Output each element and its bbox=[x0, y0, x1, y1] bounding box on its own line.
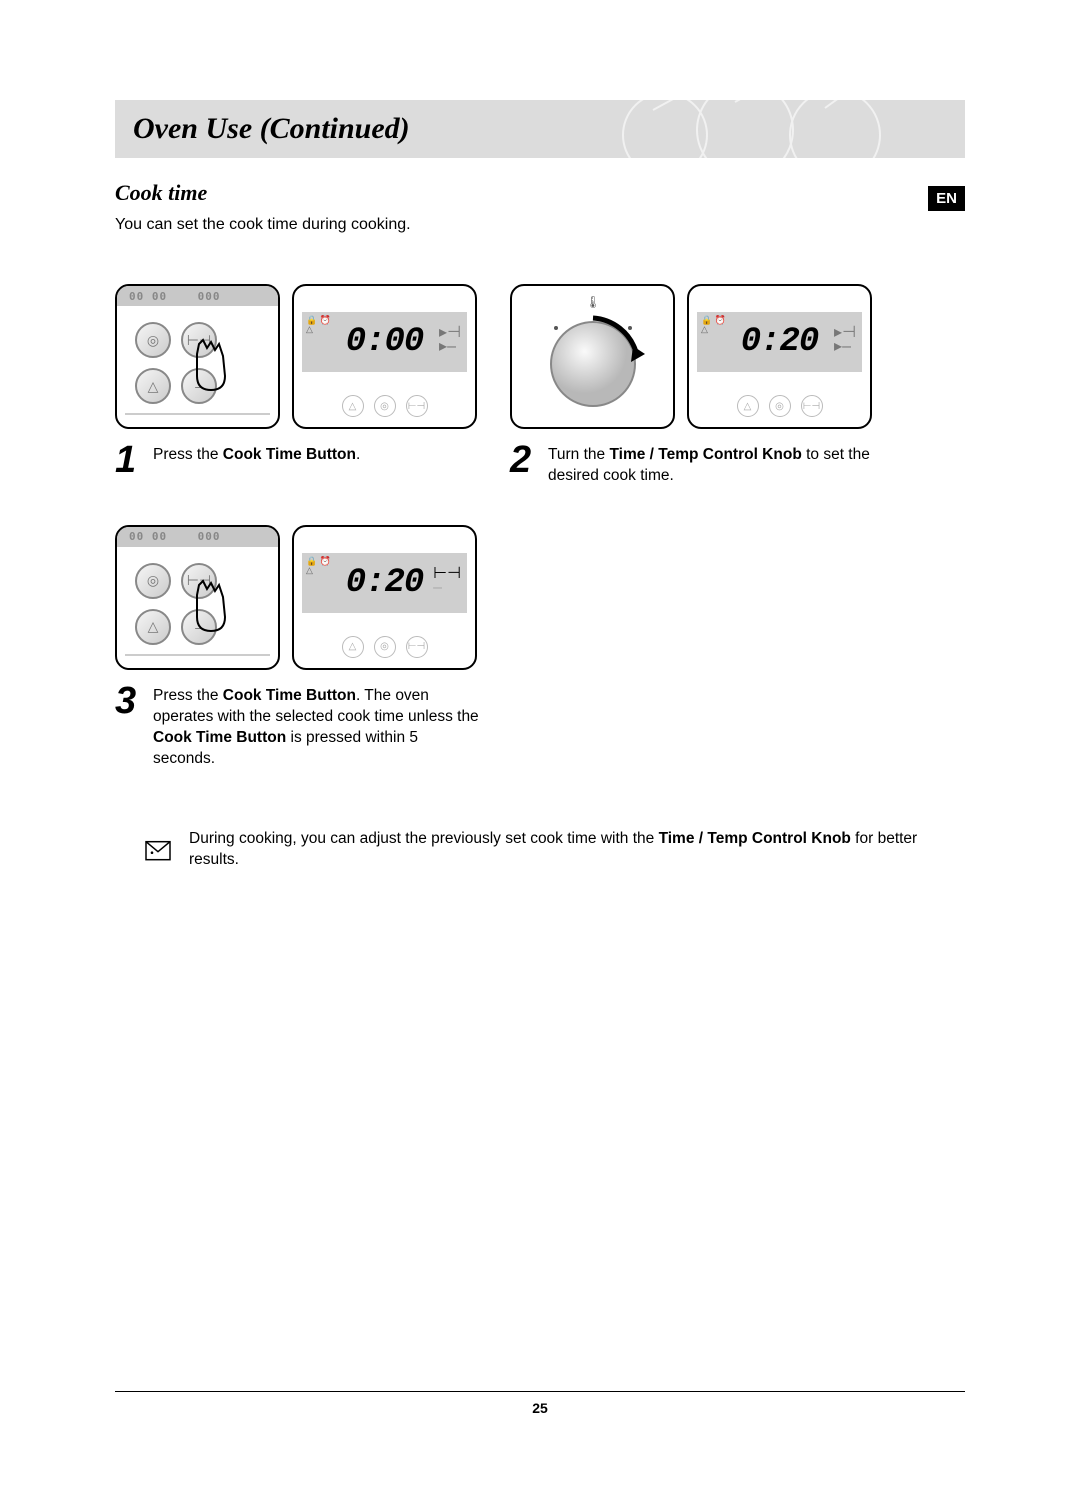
step-number: 3 bbox=[115, 684, 145, 770]
note-block: During cooking, you can adjust the previ… bbox=[115, 828, 965, 871]
mini-btn-icon: ◎ bbox=[374, 636, 396, 658]
step-1-display-value: 0:00 bbox=[346, 323, 424, 361]
section-subtitle: Cook time bbox=[115, 180, 965, 206]
step-1: 00 00 000 ◎ ⊢⊣ △ – bbox=[115, 284, 480, 487]
language-badge: EN bbox=[928, 186, 965, 211]
note-icon bbox=[145, 830, 171, 871]
step-3-display-value: 0:20 bbox=[346, 564, 424, 602]
step-text: Turn the bbox=[548, 446, 609, 463]
mini-btn-icon: ⊢⊣ bbox=[406, 395, 428, 417]
step-2: 🌡 bbox=[510, 284, 875, 487]
mini-btn-icon: △ bbox=[342, 636, 364, 658]
step-2-knob-panel: 🌡 bbox=[510, 284, 675, 429]
step-1-description: Press the Cook Time Button. bbox=[153, 443, 360, 477]
header-title: Oven Use (Continued) bbox=[133, 112, 410, 146]
pressing-hand-icon bbox=[189, 577, 239, 637]
header-bar: Oven Use (Continued) bbox=[115, 100, 965, 158]
step-text: Press the bbox=[153, 687, 223, 704]
svg-text:🌡: 🌡 bbox=[585, 295, 600, 309]
section-intro: You can set the cook time during cooking… bbox=[115, 216, 965, 234]
note-text-pre: During cooking, you can adjust the previ… bbox=[189, 830, 659, 847]
mini-btn-icon: ⊢⊣ bbox=[406, 636, 428, 658]
alarm-button-icon: △ bbox=[135, 368, 171, 404]
step-text-bold: Time / Temp Control Knob bbox=[609, 446, 801, 463]
step-number: 2 bbox=[510, 443, 540, 487]
step-3-display-panel: 🔒 ⏰△ 0:20 ⊢⊣– △ ◎ ⊢⊣ bbox=[292, 525, 477, 670]
step-2-display-value: 0:20 bbox=[741, 323, 819, 361]
note-text-bold: Time / Temp Control Knob bbox=[659, 830, 851, 847]
step-text-bold: Cook Time Button bbox=[153, 729, 286, 746]
step-1-display-panel: 🔒 ⏰△ 0:00 ▸⊣▸– △ ◎ ⊢⊣ bbox=[292, 284, 477, 429]
step-text: Press the bbox=[153, 446, 223, 463]
step-text-bold: Cook Time Button bbox=[223, 687, 356, 704]
steps-container: 00 00 000 ◎ ⊢⊣ △ – bbox=[115, 284, 965, 770]
step-2-description: Turn the Time / Temp Control Knob to set… bbox=[548, 443, 875, 487]
step-text-bold: Cook Time Button bbox=[223, 446, 356, 463]
mini-btn-icon: ⊢⊣ bbox=[801, 395, 823, 417]
pressing-hand-icon bbox=[189, 336, 239, 396]
alarm-button-icon: △ bbox=[135, 609, 171, 645]
step-text: . bbox=[356, 446, 360, 463]
page-footer: 25 bbox=[115, 1391, 965, 1418]
mini-btn-icon: △ bbox=[737, 395, 759, 417]
header-decoration bbox=[605, 100, 905, 158]
mini-btn-icon: △ bbox=[342, 395, 364, 417]
mini-btn-icon: ◎ bbox=[769, 395, 791, 417]
control-knob-icon: 🌡 bbox=[528, 292, 658, 422]
clock-button-icon: ◎ bbox=[135, 563, 171, 599]
mini-btn-icon: ◎ bbox=[374, 395, 396, 417]
step-number: 1 bbox=[115, 443, 145, 477]
step-1-control-panel: 00 00 000 ◎ ⊢⊣ △ – bbox=[115, 284, 280, 429]
step-2-display-panel: 🔒 ⏰△ 0:20 ▸⊣▸– △ ◎ ⊢⊣ bbox=[687, 284, 872, 429]
page-number: 25 bbox=[532, 1400, 548, 1416]
clock-button-icon: ◎ bbox=[135, 322, 171, 358]
step-3: 00 00 000 ◎ ⊢⊣ △ – bbox=[115, 525, 480, 770]
note-text: During cooking, you can adjust the previ… bbox=[189, 828, 935, 871]
step-3-description: Press the Cook Time Button. The oven ope… bbox=[153, 684, 480, 770]
step-3-control-panel: 00 00 000 ◎ ⊢⊣ △ – bbox=[115, 525, 280, 670]
